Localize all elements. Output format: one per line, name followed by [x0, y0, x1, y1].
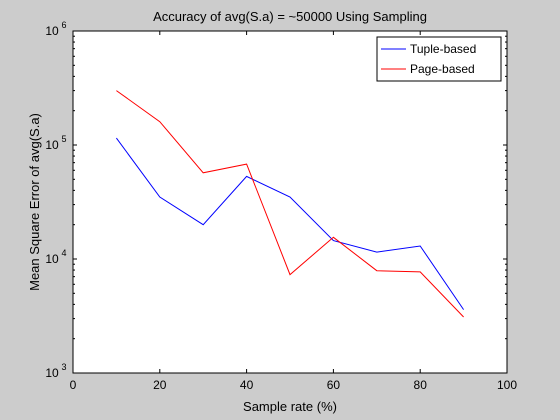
x-tick-label: 20 [153, 378, 167, 392]
series-line-tuple-based [115, 137, 465, 310]
y-tick-label: 10 [45, 138, 59, 152]
y-tick-label-exponent: 3 [61, 362, 66, 372]
x-tick-label: 40 [240, 378, 254, 392]
plot-frame [72, 30, 508, 374]
x-axis-label: Sample rate (%) [243, 399, 337, 414]
y-tick-label: 10 [45, 366, 59, 380]
y-tick-label: 10 [45, 252, 59, 266]
y-tick-label-exponent: 5 [61, 134, 66, 144]
legend-box [376, 36, 502, 82]
legend-label: Tuple-based [410, 42, 476, 56]
plot-area [73, 31, 507, 373]
series-layer [115, 90, 465, 318]
x-tick-label: 60 [327, 378, 341, 392]
x-tick-label: 80 [414, 378, 428, 392]
legend: Tuple-based Page-based [376, 36, 502, 82]
x-tick-label: 100 [497, 378, 517, 392]
y-tick-label: 10 [45, 24, 59, 38]
y-tick-label-exponent: 4 [61, 248, 66, 258]
y-tick-label-exponent: 6 [61, 20, 66, 30]
legend-label: Page-based [410, 62, 475, 76]
y-axis-label: Mean Square Error of avg(S.a) [27, 113, 42, 291]
chart-title: Accuracy of avg(S.a) = ~50000 Using Samp… [153, 9, 427, 24]
x-tick-label: 0 [70, 378, 77, 392]
series-line-page-based [116, 90, 464, 318]
